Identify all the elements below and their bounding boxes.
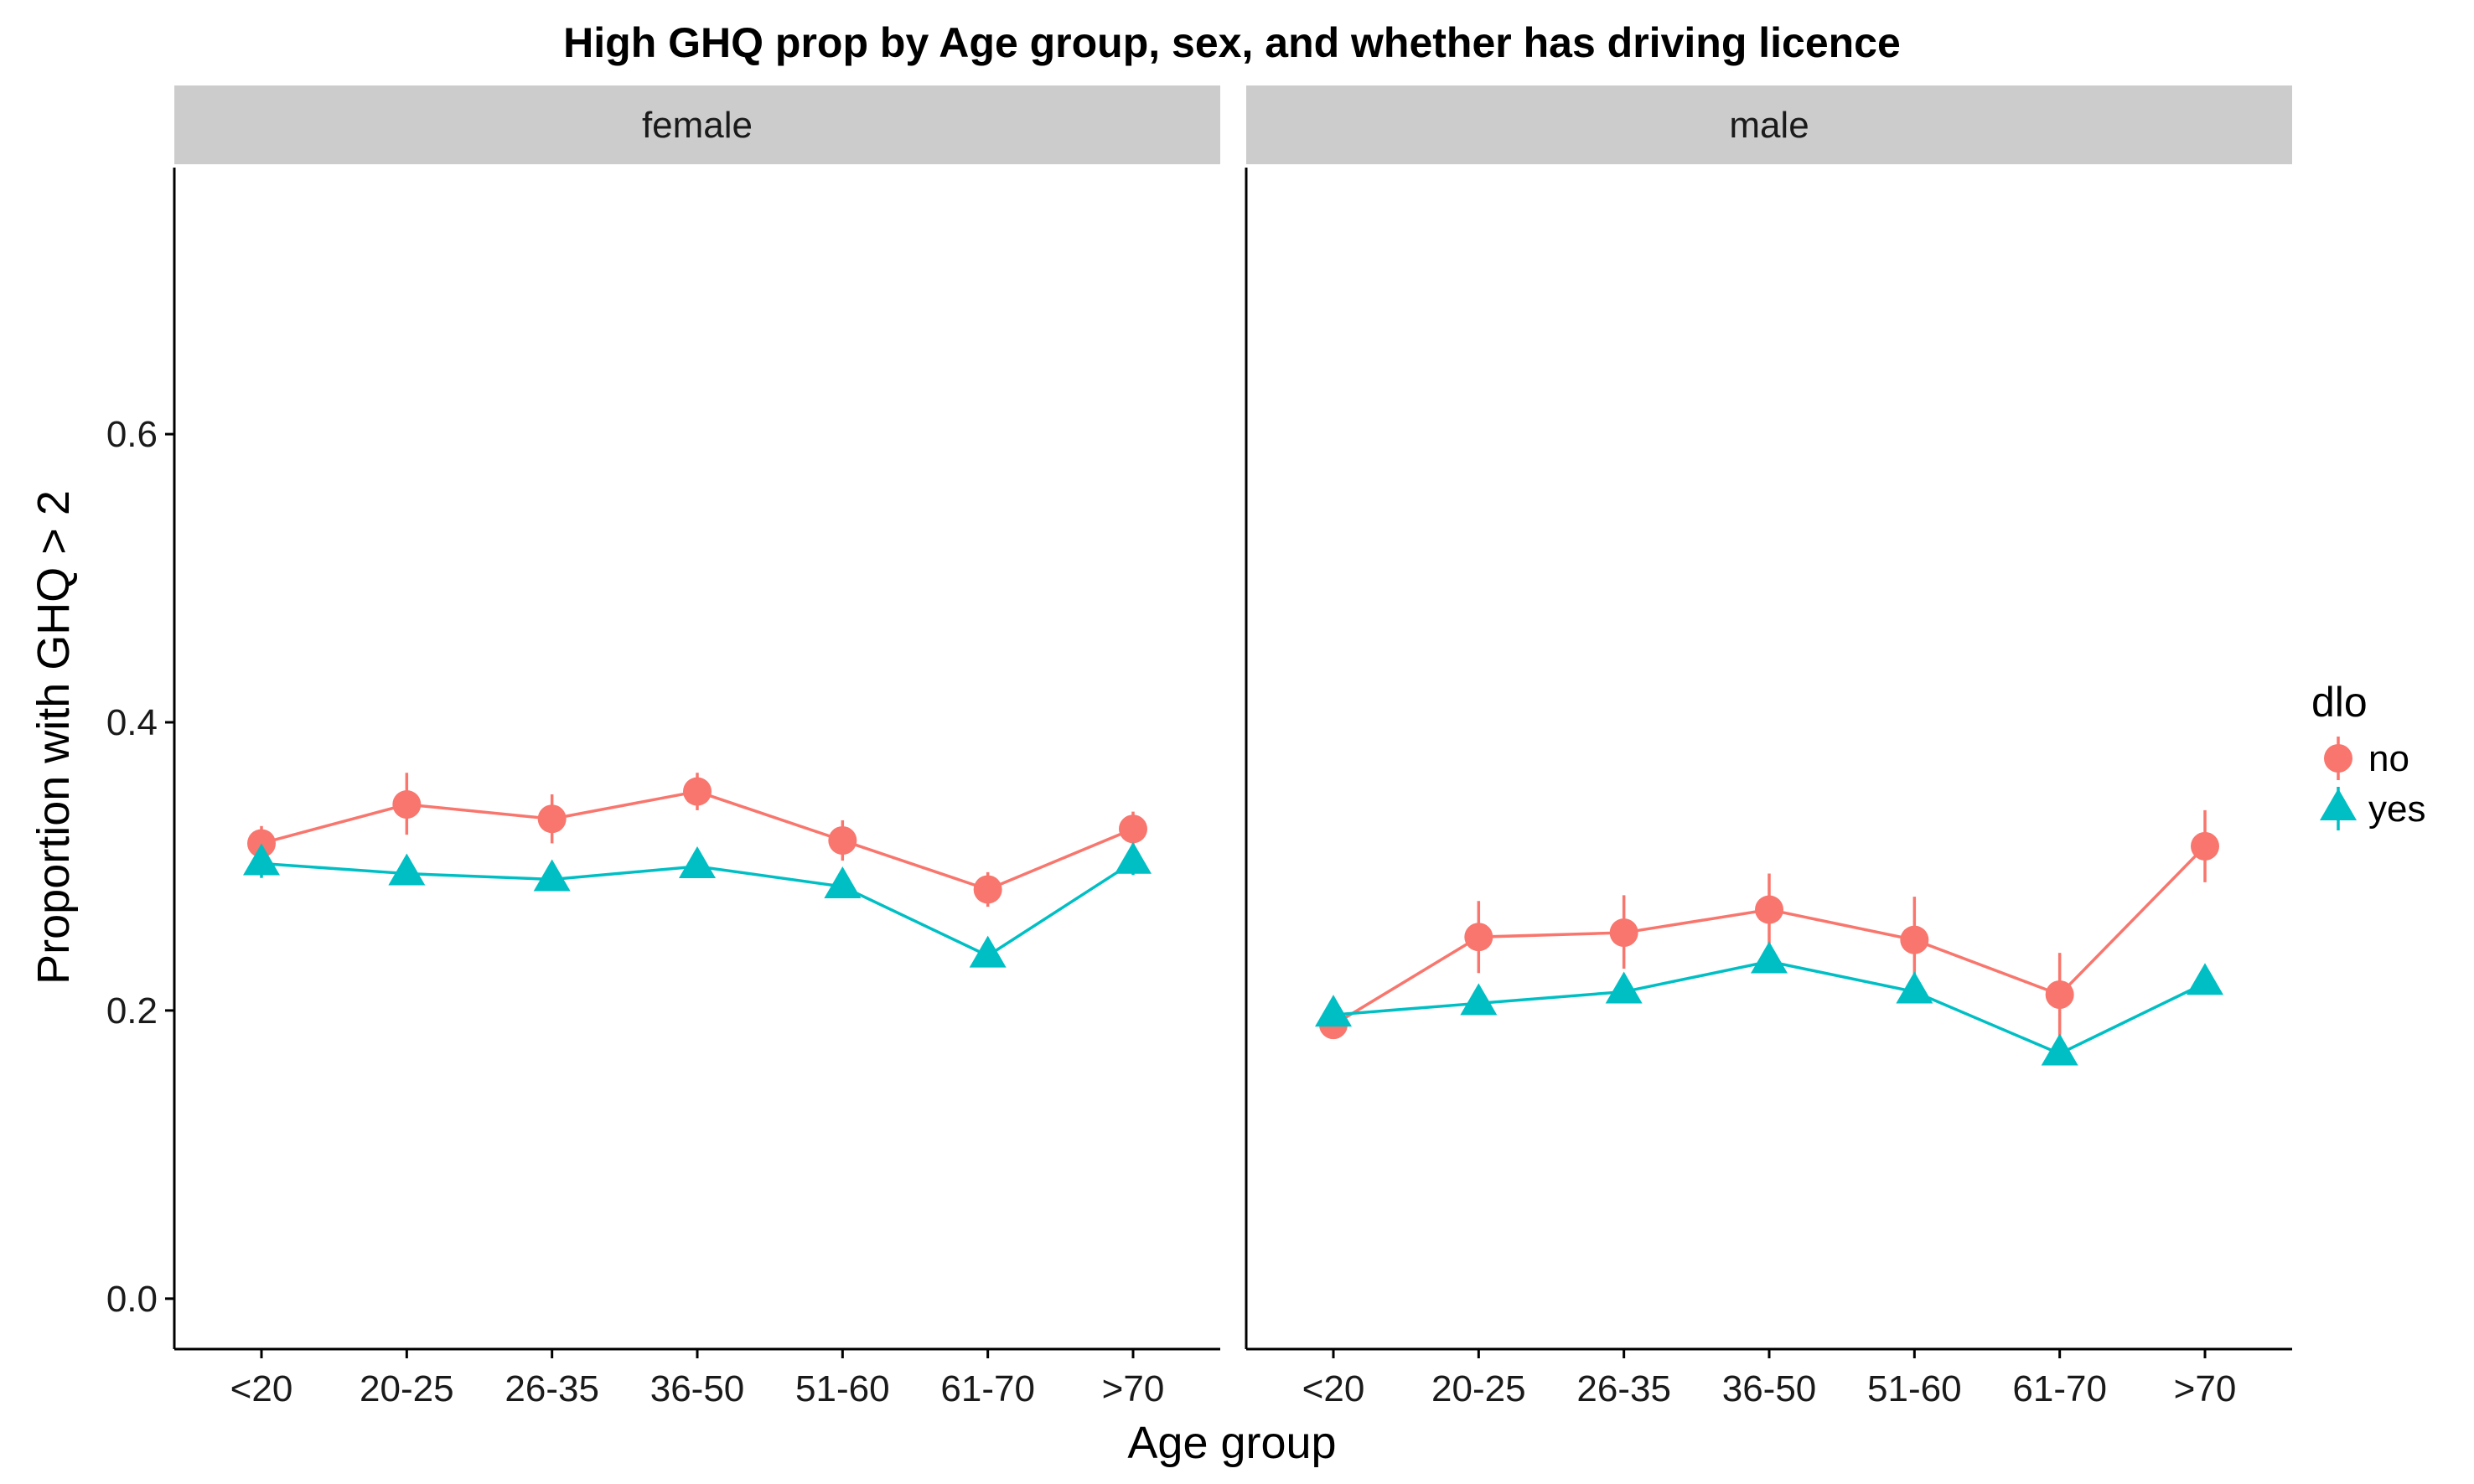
x-tick-label: 61-70 xyxy=(940,1368,1035,1409)
x-axis-title: Age group xyxy=(1127,1418,1336,1468)
data-point xyxy=(388,853,426,886)
data-point xyxy=(1751,941,1788,974)
data-point xyxy=(247,829,276,858)
x-tick-label: 36-50 xyxy=(1722,1368,1817,1409)
legend-label-yes: yes xyxy=(2368,789,2425,830)
x-tick-label: 26-35 xyxy=(505,1368,599,1409)
legend: dlo no yes xyxy=(2311,679,2425,830)
data-point xyxy=(1755,895,1783,924)
y-tick-label: 0.2 xyxy=(106,990,158,1032)
y-axis-title: Proportion with GHQ > 2 xyxy=(28,490,79,985)
legend-title: dlo xyxy=(2311,679,2368,726)
legend-key-triangle xyxy=(2320,789,2357,820)
series-yes-male xyxy=(1315,941,2223,1066)
data-point xyxy=(1315,995,1352,1027)
legend-label-no: no xyxy=(2368,738,2409,779)
data-point xyxy=(243,843,280,876)
data-point xyxy=(2045,980,2074,1009)
series-no-female xyxy=(247,773,1147,907)
y-axis: 0.0 0.2 0.4 0.6 xyxy=(106,414,174,1320)
data-point xyxy=(824,866,862,899)
data-point xyxy=(683,777,712,806)
strip-label-male: male xyxy=(1729,105,1809,146)
data-point xyxy=(679,845,716,878)
data-point xyxy=(1605,971,1643,1004)
legend-key-circle xyxy=(2324,744,2352,773)
data-point xyxy=(537,804,567,834)
data-point xyxy=(828,826,857,856)
data-point xyxy=(973,875,1002,904)
y-tick-label: 0.4 xyxy=(106,702,158,743)
y-tick-label: 0.0 xyxy=(106,1279,158,1320)
data-point xyxy=(1115,841,1152,874)
data-point xyxy=(392,790,422,820)
chart-title: High GHQ prop by Age group, sex, and whe… xyxy=(563,19,1901,66)
strip-male xyxy=(1246,85,2292,164)
data-point xyxy=(2041,1033,2078,1066)
x-tick-label: 20-25 xyxy=(1431,1368,1526,1409)
facet-panels: female<20 20-25 26-35 36-50 51-60 61-70 >70mal… xyxy=(173,85,2292,1409)
strip-female xyxy=(174,85,1220,164)
y-tick-label: 0.6 xyxy=(106,414,158,455)
x-tick-label: <20 xyxy=(230,1368,293,1409)
data-point xyxy=(1900,925,1929,954)
data-point xyxy=(533,859,571,892)
x-tick-label: 26-35 xyxy=(1576,1368,1671,1409)
x-tick-label: 51-60 xyxy=(795,1368,890,1409)
strip-label-female: female xyxy=(642,105,753,146)
panel-female: female <20 20-25 26-35 36-50 51-60 61-70 >70 xyxy=(173,85,1220,1409)
panel-male: male <20 20-25 26-35 36-50 51-60 61-70 >70 xyxy=(1245,85,2292,1409)
series-yes-female xyxy=(243,841,1152,968)
data-point xyxy=(1464,923,1493,952)
x-tick-label: 51-60 xyxy=(1867,1368,1962,1409)
x-tick-label: >70 xyxy=(2174,1368,2237,1409)
x-tick-label: <20 xyxy=(1302,1368,1365,1409)
x-tick-label: 20-25 xyxy=(360,1368,454,1409)
data-point xyxy=(1609,918,1638,948)
data-point xyxy=(1896,971,1933,1004)
data-point xyxy=(1460,983,1498,1016)
data-point xyxy=(2187,963,2223,995)
x-tick-label: >70 xyxy=(1102,1368,1165,1409)
x-tick-label: 61-70 xyxy=(2012,1368,2107,1409)
data-point xyxy=(969,935,1007,968)
data-point xyxy=(1119,814,1147,844)
data-point xyxy=(2191,831,2219,861)
x-tick-label: 36-50 xyxy=(650,1368,745,1409)
